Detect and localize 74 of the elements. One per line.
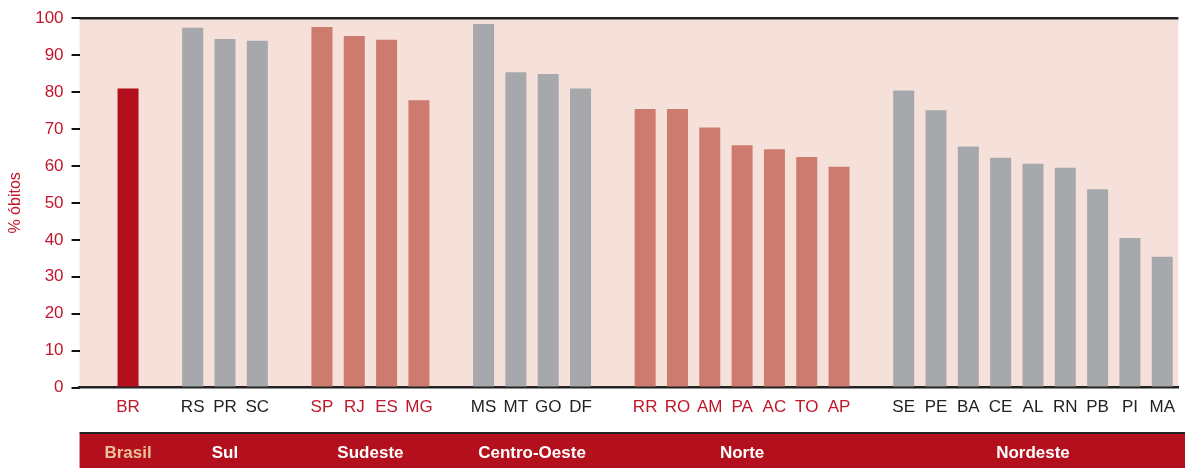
bar xyxy=(828,166,850,387)
x-tick-label: MS xyxy=(470,397,497,417)
bar xyxy=(1151,256,1173,387)
bar xyxy=(376,39,398,387)
x-tick-label: SC xyxy=(245,397,270,417)
x-tick-label: AL xyxy=(1022,397,1044,417)
y-tick-label: 30 xyxy=(44,266,64,286)
x-tick-label: PB xyxy=(1086,397,1109,417)
bar xyxy=(699,127,721,387)
x-tick-label: BA xyxy=(956,397,981,417)
bar xyxy=(343,35,365,387)
x-tick-label: MA xyxy=(1149,397,1176,417)
text: Sudeste xyxy=(337,442,404,462)
text: Nordeste xyxy=(996,442,1070,462)
bar xyxy=(731,145,753,387)
text: Sul xyxy=(211,442,239,462)
x-tick-label: AC xyxy=(762,397,787,417)
bar xyxy=(311,27,333,387)
bar xyxy=(957,146,979,387)
x-tick-label: MT xyxy=(503,397,529,417)
y-tick-label: 0 xyxy=(54,377,64,397)
bar xyxy=(634,109,656,387)
text: Norte xyxy=(719,442,765,462)
bar xyxy=(505,72,527,387)
x-tick-label: PI xyxy=(1121,397,1138,417)
x-tick-label: AM xyxy=(697,397,723,417)
y-axis-title: % óbitos xyxy=(6,172,24,234)
bar xyxy=(666,109,688,387)
bar xyxy=(1054,167,1076,387)
bar xyxy=(1119,237,1141,387)
text: Brasil xyxy=(104,442,152,462)
bar xyxy=(570,88,592,387)
y-tick-label: 20 xyxy=(44,303,64,323)
y-tick-label: 100 xyxy=(35,7,64,27)
bar xyxy=(117,88,139,387)
text: Centro-Oeste xyxy=(478,442,586,462)
y-tick-label: 10 xyxy=(44,340,64,360)
x-tick-label: GO xyxy=(534,397,562,417)
bar xyxy=(990,157,1012,387)
x-tick-label: PA xyxy=(731,397,754,417)
x-tick-label: SE xyxy=(892,397,916,417)
bar xyxy=(473,24,495,387)
y-tick-label: 40 xyxy=(44,229,64,249)
x-tick-label: MG xyxy=(405,397,433,417)
x-tick-label: BR xyxy=(116,397,140,417)
y-tick-label: 50 xyxy=(44,192,64,212)
x-tick-label: RS xyxy=(180,397,205,417)
bar xyxy=(214,38,236,387)
bar xyxy=(408,100,430,387)
x-tick-label: RN xyxy=(1053,397,1078,417)
x-tick-label: DF xyxy=(569,397,592,417)
bar xyxy=(893,90,915,387)
x-tick-label: RJ xyxy=(343,397,365,417)
x-tick-label: ES xyxy=(375,397,398,417)
x-tick-label: PR xyxy=(213,397,237,417)
bar xyxy=(763,149,785,387)
x-tick-label: SP xyxy=(310,397,334,417)
bar xyxy=(1022,163,1044,387)
bar xyxy=(246,40,268,387)
bar xyxy=(796,157,818,387)
bar xyxy=(537,73,559,387)
bar xyxy=(925,110,947,387)
y-tick-label: 70 xyxy=(44,118,64,138)
x-tick-label: PE xyxy=(924,397,948,417)
x-tick-label: RR xyxy=(632,397,658,417)
bar xyxy=(182,27,204,387)
bar xyxy=(1087,189,1109,387)
x-tick-label: TO xyxy=(795,397,819,417)
y-tick-label: 80 xyxy=(44,81,64,101)
x-tick-label: CE xyxy=(988,397,1013,417)
x-tick-label: AP xyxy=(827,397,851,417)
y-tick-label: 90 xyxy=(44,44,64,64)
y-tick-label: 60 xyxy=(44,155,64,175)
x-tick-label: RO xyxy=(664,397,691,417)
